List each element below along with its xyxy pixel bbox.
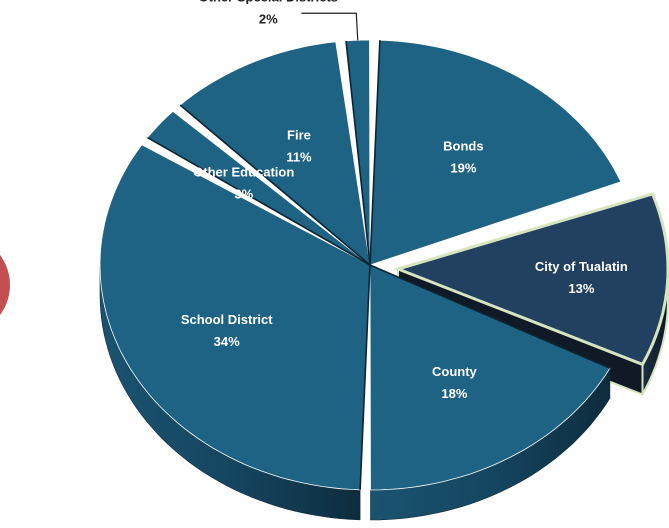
slice-label-city-of-tualatin: City of Tualatin — [535, 259, 628, 274]
slice-divider-fire — [179, 104, 371, 266]
slice-bonds — [369, 39, 622, 266]
slice-label-fire: Fire — [287, 128, 311, 143]
slice-value-other-education: 3% — [234, 186, 253, 201]
slice-value-other-special-districts: 2% — [259, 11, 278, 26]
slice-other-education — [146, 110, 371, 266]
slice-divider-county — [369, 264, 611, 369]
decorative-circle — [0, 255, 10, 315]
leader-line-other-special-districts — [301, 12, 359, 41]
slice-label-county: County — [432, 364, 478, 379]
slice-divider-other-education — [147, 136, 371, 266]
pie-slices — [99, 39, 669, 491]
slice-value-fire: 11% — [286, 150, 312, 165]
slice-divider-other-special-districts — [345, 40, 371, 266]
leader-lines — [301, 12, 359, 41]
slice-label-other-special-districts: Other Special Districts — [199, 0, 338, 4]
slice-label-bonds: Bonds — [443, 139, 483, 154]
slice-value-school-district: 34% — [214, 334, 240, 349]
slice-school-district — [99, 144, 371, 491]
slice-label-other-education: Other Education — [193, 164, 294, 179]
slice-value-county: 18% — [441, 386, 467, 401]
slice-labels: Bonds 19% City of Tualatin 13% County 18% Scho… — [181, 0, 628, 401]
slice-fire — [179, 41, 371, 266]
slice-county — [369, 264, 611, 491]
slice-value-city-of-tualatin: 13% — [568, 281, 594, 296]
slice-divider-school-district — [359, 264, 371, 490]
slice-value-bonds: 19% — [450, 161, 476, 176]
slice-label-school-district: School District — [181, 312, 273, 327]
slice-divider-bonds — [369, 40, 381, 266]
slice-city-of-tualatin — [393, 192, 669, 367]
